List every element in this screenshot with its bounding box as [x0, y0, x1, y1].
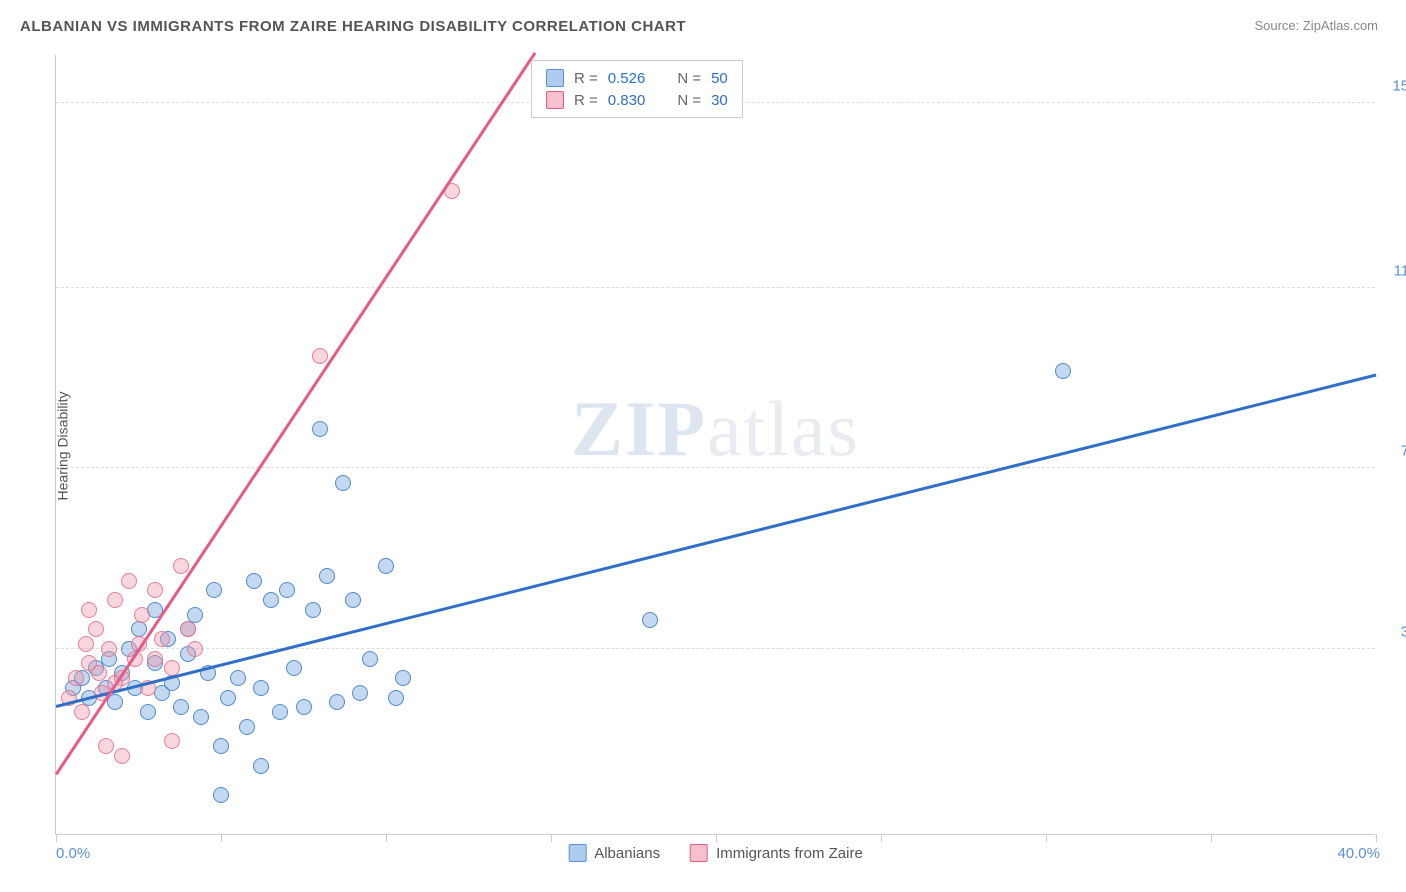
x-tick: [1211, 834, 1212, 842]
data-point: [329, 694, 345, 710]
data-point: [286, 660, 302, 676]
data-point: [121, 573, 137, 589]
y-tick-label: 15.0%: [1392, 77, 1406, 94]
data-point: [147, 651, 163, 667]
data-point: [246, 573, 262, 589]
n-value-2: 30: [711, 92, 728, 109]
swatch-pink-icon: [690, 844, 708, 862]
plot-area: ZIPatlas 3.8%7.5%11.2%15.0% 0.0% 40.0% R…: [55, 55, 1375, 835]
data-point: [173, 699, 189, 715]
x-tick: [716, 834, 717, 842]
swatch-blue-icon: [568, 844, 586, 862]
data-point: [279, 582, 295, 598]
bottom-legend: Albanians Immigrants from Zaire: [568, 844, 863, 862]
y-tick-label: 3.8%: [1401, 623, 1406, 640]
x-tick: [1046, 834, 1047, 842]
data-point: [220, 690, 236, 706]
stats-row-2: R = 0.830 N = 30: [546, 89, 728, 111]
data-point: [187, 607, 203, 623]
data-point: [230, 670, 246, 686]
x-tick: [56, 834, 57, 842]
data-point: [98, 738, 114, 754]
legend-item-2: Immigrants from Zaire: [690, 844, 863, 862]
data-point: [147, 582, 163, 598]
data-point: [362, 651, 378, 667]
data-point: [78, 636, 94, 652]
gridline: [56, 648, 1375, 649]
data-point: [140, 704, 156, 720]
gridline: [56, 287, 1375, 288]
data-point: [193, 709, 209, 725]
trend-line: [56, 373, 1377, 707]
data-point: [1055, 363, 1071, 379]
x-tick: [881, 834, 882, 842]
data-point: [352, 685, 368, 701]
x-tick: [221, 834, 222, 842]
data-point: [107, 694, 123, 710]
data-point: [134, 607, 150, 623]
legend-item-1: Albanians: [568, 844, 660, 862]
data-point: [395, 670, 411, 686]
r-label: R =: [574, 92, 598, 109]
watermark: ZIPatlas: [571, 384, 860, 474]
data-point: [164, 733, 180, 749]
data-point: [187, 641, 203, 657]
data-point: [296, 699, 312, 715]
n-value-1: 50: [711, 70, 728, 87]
data-point: [272, 704, 288, 720]
data-point: [239, 719, 255, 735]
swatch-pink-icon: [546, 91, 564, 109]
data-point: [91, 665, 107, 681]
data-point: [312, 421, 328, 437]
r-value-2: 0.830: [608, 92, 646, 109]
data-point: [154, 631, 170, 647]
legend-label-2: Immigrants from Zaire: [716, 845, 863, 862]
r-value-1: 0.526: [608, 70, 646, 87]
data-point: [305, 602, 321, 618]
r-label: R =: [574, 70, 598, 87]
data-point: [388, 690, 404, 706]
data-point: [642, 612, 658, 628]
data-point: [131, 621, 147, 637]
data-point: [263, 592, 279, 608]
x-tick: [551, 834, 552, 842]
data-point: [378, 558, 394, 574]
gridline: [56, 467, 1375, 468]
x-tick: [386, 834, 387, 842]
data-point: [88, 621, 104, 637]
n-label: N =: [677, 92, 701, 109]
data-point: [345, 592, 361, 608]
y-tick-label: 11.2%: [1394, 263, 1406, 280]
legend-label-1: Albanians: [594, 845, 660, 862]
data-point: [74, 704, 90, 720]
data-point: [206, 582, 222, 598]
x-axis-max-label: 40.0%: [1337, 845, 1380, 862]
source-label: Source: ZipAtlas.com: [1254, 18, 1378, 33]
stats-row-1: R = 0.526 N = 50: [546, 67, 728, 89]
data-point: [101, 641, 117, 657]
data-point: [68, 670, 84, 686]
n-label: N =: [677, 70, 701, 87]
data-point: [180, 621, 196, 637]
data-point: [114, 748, 130, 764]
data-point: [253, 680, 269, 696]
data-point: [319, 568, 335, 584]
x-axis-min-label: 0.0%: [56, 845, 90, 862]
stats-box: R = 0.526 N = 50 R = 0.830 N = 30: [531, 60, 743, 118]
data-point: [312, 348, 328, 364]
data-point: [335, 475, 351, 491]
data-point: [213, 787, 229, 803]
data-point: [81, 602, 97, 618]
data-point: [213, 738, 229, 754]
swatch-blue-icon: [546, 69, 564, 87]
data-point: [253, 758, 269, 774]
x-tick: [1376, 834, 1377, 842]
chart-title: ALBANIAN VS IMMIGRANTS FROM ZAIRE HEARIN…: [20, 18, 686, 35]
data-point: [173, 558, 189, 574]
data-point: [107, 592, 123, 608]
y-tick-label: 7.5%: [1401, 443, 1406, 460]
